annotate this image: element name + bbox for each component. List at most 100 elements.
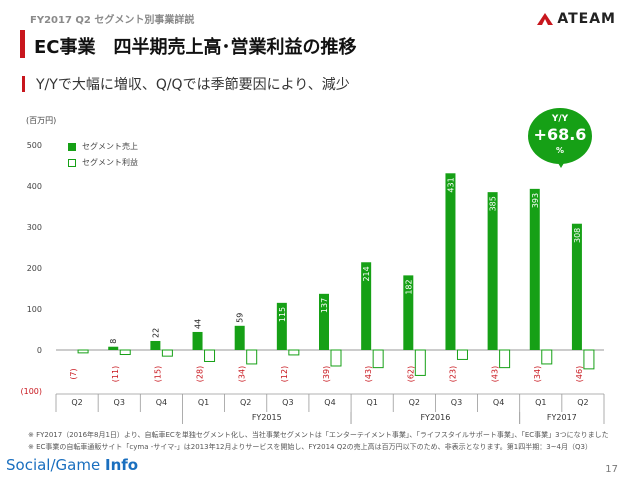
legend-swatch-profit: [68, 158, 76, 167]
sales-value-label: 431: [446, 177, 455, 192]
profit-value-label: (28): [196, 366, 205, 382]
fy-group-label: FY2017: [547, 413, 577, 422]
sales-bar: [529, 188, 540, 350]
sales-value-label: 115: [278, 307, 287, 322]
legend-item-profit: セグメント利益: [68, 157, 138, 168]
sales-bar: [192, 331, 203, 350]
yoy-badge-pointer: [555, 158, 567, 168]
y-axis-unit: (百万円): [26, 116, 57, 125]
profit-value-label: (39): [322, 366, 331, 382]
profit-bar: [119, 349, 131, 356]
sales-bar: [487, 192, 498, 350]
footer-brand-game: Game: [55, 456, 101, 474]
profit-bar: [499, 349, 511, 369]
fy-group-label: FY2015: [252, 413, 282, 422]
footer-brand-info: Info: [104, 456, 139, 474]
sales-bar: [445, 173, 456, 350]
sales-bar: [108, 346, 119, 350]
legend-label-sales: セグメント売上: [82, 142, 138, 151]
y-tick-label: (100): [20, 387, 42, 396]
profit-bar: [204, 349, 216, 362]
x-tick-label: Q3: [451, 398, 462, 407]
profit-value-label: (7): [69, 368, 78, 379]
yoy-badge-circle: [528, 108, 592, 164]
profit-bar: [288, 349, 300, 356]
profit-value-label: (15): [153, 366, 162, 382]
profit-bar: [372, 349, 384, 369]
x-tick-label: Q4: [156, 398, 167, 407]
x-tick-label: Q2: [577, 398, 588, 407]
profit-bar: [330, 349, 342, 367]
sales-bar: [319, 293, 329, 350]
y-tick-label: 100: [27, 305, 42, 314]
page-number: 17: [605, 464, 618, 475]
sales-value-label: 214: [362, 266, 371, 281]
sales-bar: [571, 223, 582, 350]
sales-bar: [361, 262, 372, 350]
sales-bar: [276, 302, 287, 350]
profit-bar: [456, 349, 468, 360]
logo-text: ATEAM: [557, 11, 616, 27]
ateam-logo-icon: [537, 13, 554, 25]
profit-value-label: (34): [533, 366, 542, 382]
x-tick-label: Q2: [240, 398, 251, 407]
x-tick-label: Q3: [282, 398, 293, 407]
footer-brand-social: Social: [6, 456, 51, 474]
x-tick-label: Q1: [198, 398, 209, 407]
fy-group-label: FY2016: [420, 413, 450, 422]
x-tick-label: Q2: [71, 398, 82, 407]
x-tick-label: Q3: [114, 398, 125, 407]
profit-value-label: (43): [364, 366, 373, 382]
sales-value-label: 8: [109, 339, 118, 344]
profit-bar: [414, 349, 426, 376]
profit-value-label: (23): [448, 366, 457, 382]
yoy-badge-label: Y/Y: [551, 114, 569, 124]
y-tick-label: 300: [27, 223, 42, 232]
sales-value-label: 137: [320, 298, 329, 313]
y-tick-label: 500: [27, 141, 42, 150]
yoy-badge-unit: %: [555, 146, 564, 155]
profit-value-label: (34): [238, 366, 247, 382]
legend-swatch-sales: [68, 142, 76, 151]
legend-label-profit: セグメント利益: [82, 158, 138, 167]
legend-item-sales: セグメント売上: [68, 141, 138, 152]
footnote-1: ※ FY2017（2016年8月1日）より、自転車ECを単独セグメント化し、当社…: [28, 431, 609, 439]
sales-value-label: 22: [151, 328, 160, 338]
profit-bar: [77, 349, 89, 354]
profit-bar: [161, 349, 173, 357]
x-tick-label: Q1: [366, 398, 377, 407]
sales-bar: [150, 340, 161, 350]
y-tick-label: 400: [27, 182, 42, 191]
profit-bar: [541, 349, 553, 365]
sales-bar: [234, 325, 245, 350]
footnote-2: ※ EC事業の自転車通販サイト「cyma -サイマ-」は2013年12月よりサー…: [28, 443, 592, 451]
sales-value-label: 59: [236, 313, 245, 323]
sales-bar: [403, 275, 414, 350]
company-logo: ATEAM: [537, 11, 616, 27]
yoy-badge-value: +68.6: [533, 125, 587, 144]
page-subtitle: Y/Yで大幅に増収、Q/Qでは季節要因により、減少: [36, 77, 350, 93]
sales-value-label: 393: [531, 193, 540, 208]
title-accent-bar: [20, 30, 25, 58]
y-tick-label: 200: [27, 264, 42, 273]
profit-bar: [583, 349, 595, 370]
y-tick-label: 0: [37, 346, 42, 355]
profit-value-label: (12): [280, 366, 289, 382]
x-tick-label: Q1: [535, 398, 546, 407]
profit-value-label: (46): [575, 366, 584, 382]
profit-value-label: (62): [406, 366, 415, 382]
subtitle-accent-bar: [22, 76, 25, 92]
sales-value-label: 308: [573, 228, 582, 243]
x-tick-label: Q4: [493, 398, 504, 407]
section-label: FY2017 Q2 セグメント別事業詳説: [30, 15, 195, 26]
sales-value-label: 385: [489, 196, 498, 211]
page-title: EC事業 四半期売上高･営業利益の推移: [34, 37, 357, 58]
profit-bar: [246, 349, 258, 365]
x-tick-label: Q4: [324, 398, 335, 407]
sales-value-label: 44: [194, 319, 203, 329]
profit-value-label: (43): [491, 366, 500, 382]
yoy-badge: Y/Y +68.6 %: [528, 108, 592, 172]
x-tick-label: Q2: [409, 398, 420, 407]
sales-value-label: 182: [404, 279, 413, 294]
